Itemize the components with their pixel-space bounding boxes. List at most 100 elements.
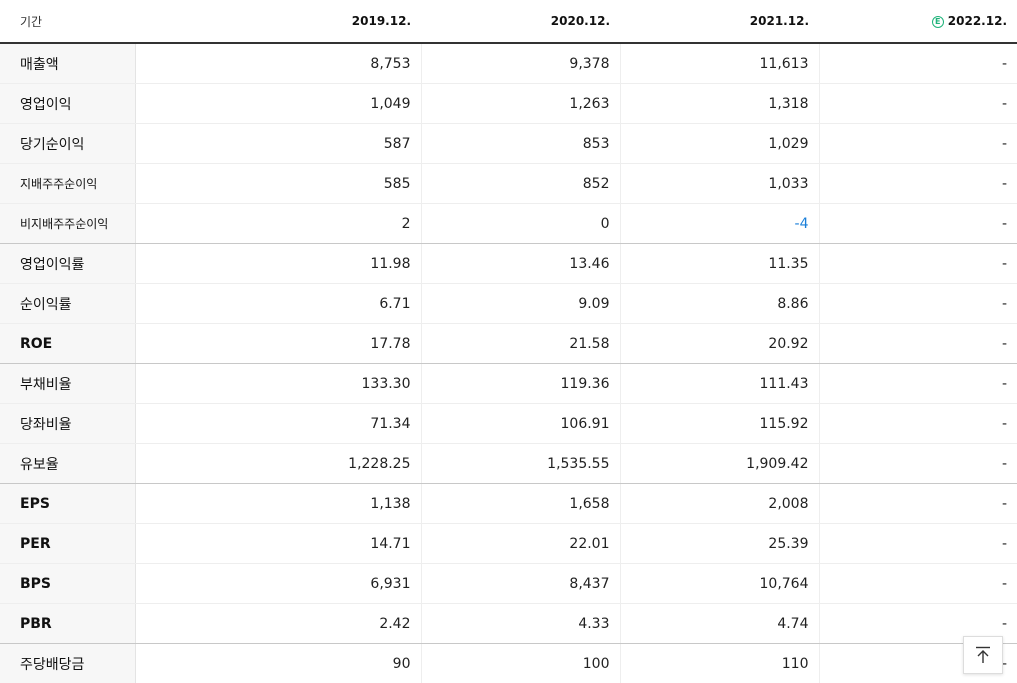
cell-value: 17.78 (134, 323, 421, 364)
cell-value: 1,049 (134, 83, 421, 124)
cell-value: 1,535.55 (420, 443, 620, 484)
arrow-up-to-line-icon (976, 646, 990, 663)
row-label: 매출액 (0, 43, 136, 84)
header-row: 기간 2019.12. 2020.12. 2021.12. E 2022.12. (0, 0, 1017, 44)
cell-value: 11.98 (134, 243, 421, 284)
cell-value: 585 (134, 163, 421, 204)
cell-value: 853 (420, 123, 620, 164)
cell-value: 11,613 (619, 43, 819, 84)
cell-value: 587 (134, 123, 421, 164)
row-label: 주당배당금 (0, 643, 136, 683)
row-label: 유보율 (0, 443, 136, 484)
cell-value: 6.71 (134, 283, 421, 324)
cell-value: - (818, 123, 1017, 164)
cell-value: 20.92 (619, 323, 819, 364)
cell-value: 0 (420, 203, 620, 244)
cell-value: 4.33 (420, 603, 620, 644)
table-row: 당좌비율 71.34 106.91 115.92 - (0, 403, 1017, 444)
table-row: 유보율 1,228.25 1,535.55 1,909.42 - (0, 443, 1017, 484)
cell-value: 8.86 (619, 283, 819, 324)
cell-value: 10,764 (619, 563, 819, 604)
cell-value: 90 (134, 643, 421, 683)
cell-value: - (818, 43, 1017, 84)
period-2022-label: 2022.12. (947, 14, 1007, 28)
cell-value: - (818, 203, 1017, 244)
cell-value: 1,138 (134, 483, 421, 524)
table-row: 영업이익률 11.98 13.46 11.35 - (0, 243, 1017, 284)
cell-value: 2,008 (619, 483, 819, 524)
table-row: 지배주주순이익 585 852 1,033 - (0, 163, 1017, 204)
cell-value: - (818, 83, 1017, 124)
cell-value: 22.01 (420, 523, 620, 564)
cell-value: 4.74 (619, 603, 819, 644)
cell-value: 11.35 (619, 243, 819, 284)
row-label: PBR (0, 603, 136, 644)
cell-value: 1,029 (619, 123, 819, 164)
cell-value: 1,228.25 (134, 443, 421, 484)
estimate-badge-icon: E (931, 16, 944, 28)
table-row: 당기순이익 587 853 1,029 - (0, 123, 1017, 164)
table-row: EPS 1,138 1,658 2,008 - (0, 483, 1017, 524)
table-row: 순이익률 6.71 9.09 8.86 - (0, 283, 1017, 324)
table-row: 영업이익 1,049 1,263 1,318 - (0, 83, 1017, 124)
row-label: 부채비율 (0, 363, 136, 404)
cell-value: - (818, 363, 1017, 404)
cell-value: 852 (420, 163, 620, 204)
table-row: BPS 6,931 8,437 10,764 - (0, 563, 1017, 604)
cell-value: 13.46 (420, 243, 620, 284)
cell-value: 14.71 (134, 523, 421, 564)
cell-value: 100 (420, 643, 620, 683)
table-row: 부채비율 133.30 119.36 111.43 - (0, 363, 1017, 404)
cell-value-negative: -4 (619, 203, 819, 244)
cell-value: 119.36 (420, 363, 620, 404)
cell-value: 1,909.42 (619, 443, 819, 484)
period-2020: 2020.12. (421, 0, 620, 44)
cell-value: 8,753 (134, 43, 421, 84)
cell-value: 6,931 (134, 563, 421, 604)
row-label: EPS (0, 483, 136, 524)
cell-value: 71.34 (134, 403, 421, 444)
table-row: PBR 2.42 4.33 4.74 - (0, 603, 1017, 644)
cell-value: - (818, 283, 1017, 324)
cell-value: 1,263 (420, 83, 620, 124)
cell-value: - (818, 243, 1017, 284)
cell-value: 1,658 (420, 483, 620, 524)
period-2022-estimate: E 2022.12. (819, 0, 1017, 44)
cell-value: - (818, 563, 1017, 604)
table-row: PER 14.71 22.01 25.39 - (0, 523, 1017, 564)
row-label: PER (0, 523, 136, 564)
row-label: 당기순이익 (0, 123, 136, 164)
cell-value: 9,378 (420, 43, 620, 84)
row-label: BPS (0, 563, 136, 604)
cell-value: 2.42 (134, 603, 421, 644)
cell-value: - (818, 403, 1017, 444)
cell-value: 1,318 (619, 83, 819, 124)
row-label: ROE (0, 323, 136, 364)
row-label: 영업이익률 (0, 243, 136, 284)
cell-value: - (818, 443, 1017, 484)
cell-value: - (818, 523, 1017, 564)
row-label: 비지배주주순이익 (0, 203, 136, 244)
table-row: 매출액 8,753 9,378 11,613 - (0, 43, 1017, 84)
cell-value: 106.91 (420, 403, 620, 444)
row-label: 영업이익 (0, 83, 136, 124)
cell-value: - (818, 483, 1017, 524)
cell-value: 133.30 (134, 363, 421, 404)
scroll-to-top-button[interactable] (963, 636, 1003, 674)
period-2021: 2021.12. (620, 0, 819, 44)
cell-value: 25.39 (619, 523, 819, 564)
period-header-label: 기간 (0, 0, 135, 44)
row-label: 당좌비율 (0, 403, 136, 444)
cell-value: 8,437 (420, 563, 620, 604)
cell-value: 115.92 (619, 403, 819, 444)
cell-value: 111.43 (619, 363, 819, 404)
cell-value: 1,033 (619, 163, 819, 204)
cell-value: 21.58 (420, 323, 620, 364)
cell-value: 9.09 (420, 283, 620, 324)
table-row: ROE 17.78 21.58 20.92 - (0, 323, 1017, 364)
period-2019: 2019.12. (135, 0, 421, 44)
cell-value: 2 (134, 203, 421, 244)
cell-value: - (818, 323, 1017, 364)
